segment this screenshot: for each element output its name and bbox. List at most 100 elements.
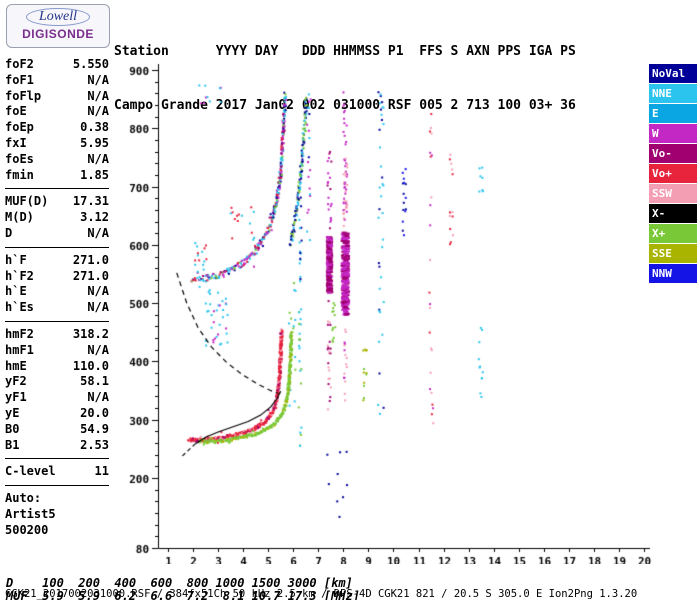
param-row: foEp 0.38 <box>5 120 109 136</box>
param-label: foEs <box>5 151 34 166</box>
separator <box>5 485 109 487</box>
param-row: fxI 5.95 <box>5 136 109 152</box>
param-value: 3.12 <box>80 210 109 225</box>
param-row: D N/A <box>5 226 109 242</box>
param-row: h`F 271.0 <box>5 253 109 269</box>
param-value: N/A <box>87 342 109 357</box>
param-label: M(D) <box>5 210 34 225</box>
param-row: C-level 11 <box>5 464 109 480</box>
param-label: hmF2 <box>5 326 34 341</box>
param-label: MUF(D) <box>5 194 49 209</box>
param-value: 5.550 <box>72 57 109 71</box>
param-label: D <box>5 225 13 240</box>
param-row: h`E N/A <box>5 284 109 300</box>
muf-table: D 100 200 400 600 800 1000 1500 3000 [km… <box>6 576 361 600</box>
param-row: B1 2.53 <box>5 438 109 454</box>
param-row: foF1 N/A <box>5 73 109 89</box>
param-value: 1.85 <box>80 167 109 182</box>
scaled-parameters-panel: foF2 5.550 foF1 N/A foFlp N/A foE N/A foEp 0.38 fx… <box>5 57 109 539</box>
param-row: 500200 <box>5 523 109 539</box>
param-label: foE <box>5 104 27 119</box>
legend-item-vo-: Vo- <box>649 144 697 163</box>
param-label: foFlp <box>5 88 42 103</box>
param-label: B0 <box>5 421 20 436</box>
param-value: 271.0 <box>72 268 109 283</box>
logo-lowell-text: Lowell <box>26 8 90 26</box>
legend-item-x+: X+ <box>649 224 697 243</box>
param-row: foF2 5.550 <box>5 57 109 73</box>
param-label: 500200 <box>5 522 49 537</box>
legend-item-vo+: Vo+ <box>649 164 697 183</box>
param-row: h`Es N/A <box>5 300 109 316</box>
separator <box>5 320 109 322</box>
param-value: N/A <box>87 104 109 119</box>
param-label: h`Es <box>5 300 34 315</box>
param-value: N/A <box>87 225 109 240</box>
param-value: N/A <box>87 390 109 405</box>
param-label: foF1 <box>5 72 34 87</box>
logo-digisonde-text: DIGISONDE <box>22 27 94 41</box>
param-value: 2.53 <box>80 437 109 452</box>
param-label: foF2 <box>5 57 34 71</box>
legend-item-x-: X- <box>649 204 697 223</box>
param-value: N/A <box>87 151 109 166</box>
lowell-digisonde-logo: Lowell DIGISONDE <box>6 4 110 48</box>
param-value: N/A <box>87 72 109 87</box>
param-row: yF2 58.1 <box>5 374 109 390</box>
param-label: Artist5 <box>5 506 56 521</box>
ionogram-plot <box>112 56 652 564</box>
param-label: hmE <box>5 358 27 373</box>
separator <box>5 458 109 460</box>
param-row: fmin 1.85 <box>5 168 109 184</box>
legend-item-w: W <box>649 124 697 143</box>
separator <box>5 246 109 248</box>
param-row: foFlp N/A <box>5 89 109 105</box>
param-label: fmin <box>5 167 34 182</box>
param-label: h`F <box>5 252 27 267</box>
param-row: Artist5 <box>5 507 109 523</box>
param-value: 5.95 <box>80 135 109 150</box>
legend-item-sse: SSE <box>649 244 697 263</box>
param-label: C-level <box>5 464 56 479</box>
legend-item-nnw: NNW <box>649 264 697 283</box>
param-label: hmF1 <box>5 342 34 357</box>
param-row: yE 20.0 <box>5 406 109 422</box>
param-value: N/A <box>87 88 109 103</box>
header-line-labels: Station YYYY DAY DDD HHMMSS P1 FFS S AXN… <box>114 44 576 59</box>
param-row: yF1 N/A <box>5 390 109 406</box>
param-row: foEs N/A <box>5 152 109 168</box>
param-value: 58.1 <box>80 374 109 389</box>
param-row: MUF(D) 17.31 <box>5 194 109 210</box>
param-row: hmE 110.0 <box>5 359 109 375</box>
param-label: yF1 <box>5 390 27 405</box>
param-value: N/A <box>87 284 109 299</box>
param-row: M(D) 3.12 <box>5 210 109 226</box>
direction-legend: NoVal NNE E W Vo- Vo+ SSW X- X+ SSE NNW <box>649 64 697 284</box>
legend-item-e: E <box>649 104 697 123</box>
param-label: Auto: <box>5 491 42 506</box>
param-label: yE <box>5 405 20 420</box>
param-value: 54.9 <box>80 421 109 436</box>
param-value: 318.2 <box>72 326 109 341</box>
param-label: h`F2 <box>5 268 34 283</box>
param-value: 271.0 <box>72 252 109 267</box>
footer-line: CGK21_2017002031000.RSF / 384fx51Ch 50 k… <box>5 588 638 600</box>
ionogram-canvas <box>112 56 652 564</box>
param-label: fxI <box>5 135 27 150</box>
param-value: 110.0 <box>72 358 109 373</box>
legend-item-nne: NNE <box>649 84 697 103</box>
param-value: 20.0 <box>80 405 109 420</box>
param-row: Auto: <box>5 491 109 507</box>
param-value: 17.31 <box>72 194 109 209</box>
param-value: 11 <box>94 464 109 479</box>
param-row: B0 54.9 <box>5 422 109 438</box>
legend-item-noval: NoVal <box>649 64 697 83</box>
param-row: hmF1 N/A <box>5 343 109 359</box>
param-label: B1 <box>5 437 20 452</box>
param-row: foE N/A <box>5 104 109 120</box>
param-value: N/A <box>87 300 109 315</box>
param-label: foEp <box>5 120 34 135</box>
param-row: h`F2 271.0 <box>5 269 109 285</box>
param-label: h`E <box>5 284 27 299</box>
